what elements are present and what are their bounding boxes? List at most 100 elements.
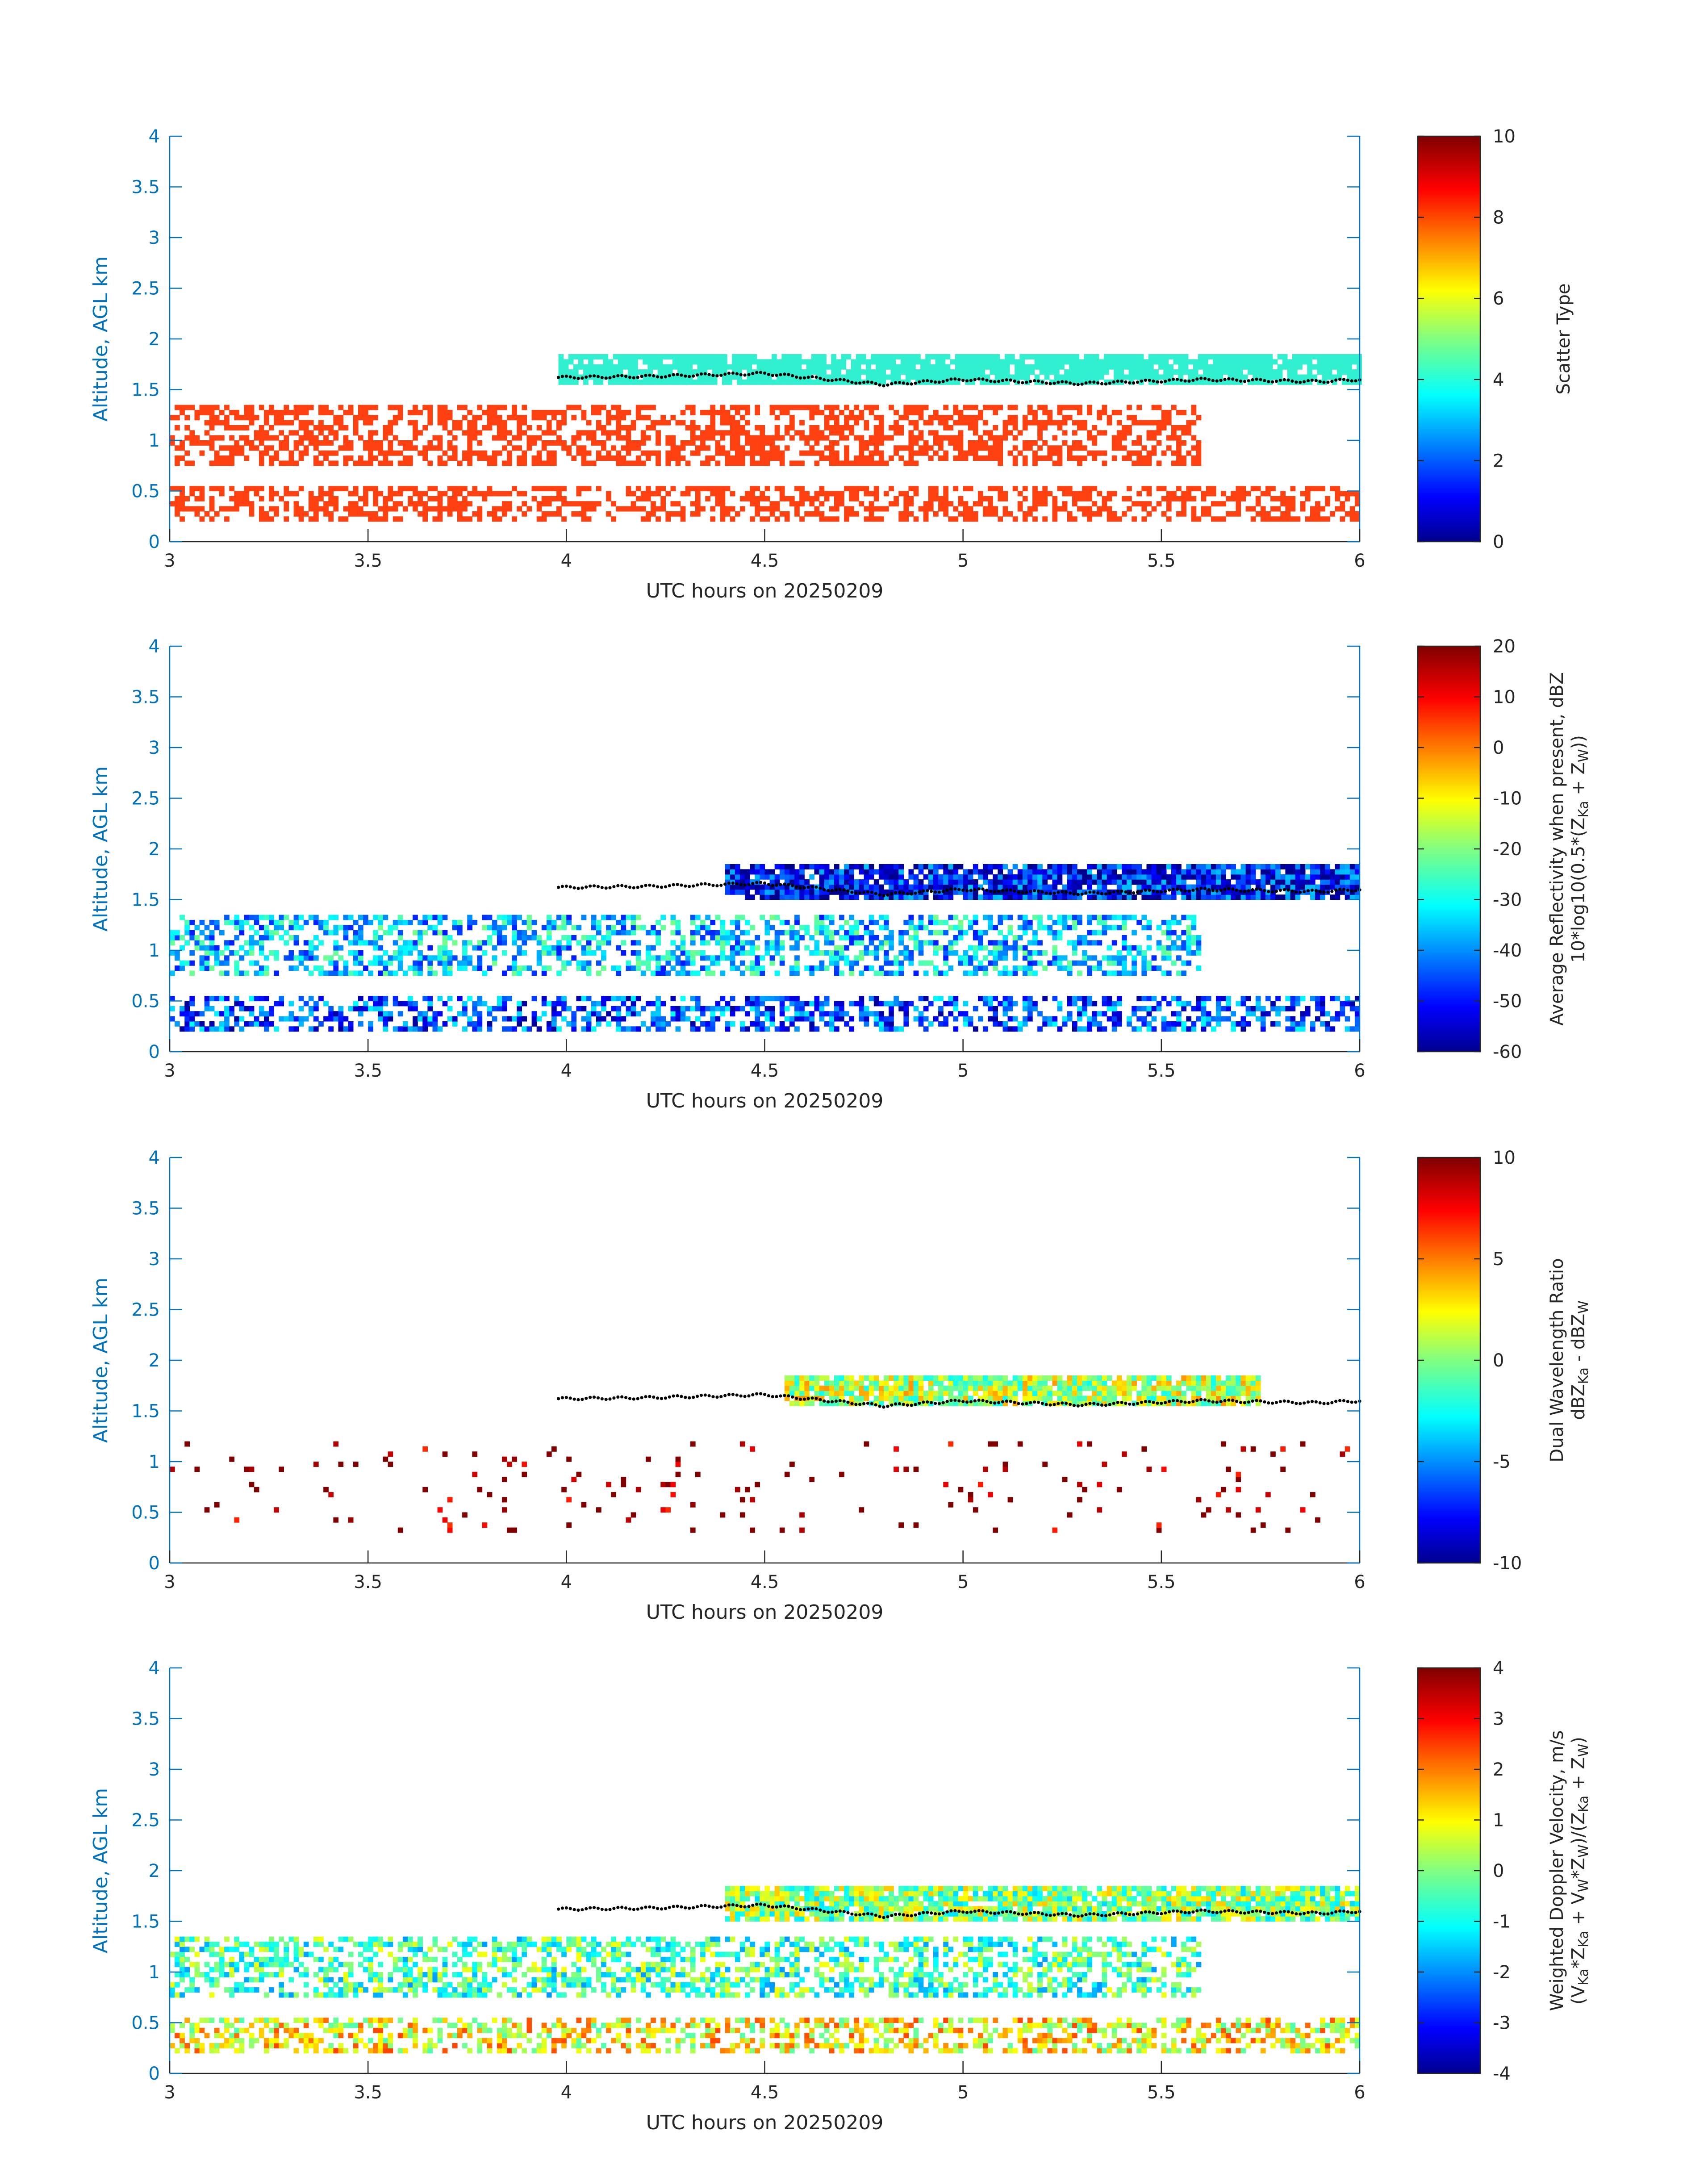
data-cell [566,940,572,946]
data-cell [343,1026,349,1032]
data-cell [621,445,626,451]
data-cell [994,359,1000,365]
data-cell [710,960,716,966]
data-cell [418,491,423,497]
data-cell [224,945,230,951]
data-cell [769,940,775,946]
cloud-top-dot [1199,376,1203,380]
data-cell [933,1016,939,1022]
data-cell [913,945,919,951]
data-cell [432,955,438,961]
data-cell [437,996,443,1002]
data-cell [284,930,289,936]
data-cell [755,1001,760,1007]
data-cell [1191,516,1197,522]
cloud-top-dot [1306,379,1310,383]
data-cell [224,940,230,946]
data-cell [422,955,428,961]
data-cell [442,940,448,946]
data-cell [670,445,676,451]
data-cell [794,965,800,971]
data-cell [859,955,864,961]
data-cell [536,950,542,956]
data-cell [690,955,696,961]
data-cell [586,996,592,1002]
data-cell [799,935,805,940]
data-cell [507,506,512,512]
data-cell [1010,359,1015,365]
data-cell [264,955,269,961]
data-cell [740,430,745,436]
data-cell [626,960,631,966]
data-cell [536,960,542,966]
data-cell [1019,359,1025,365]
data-cell [913,460,919,466]
data-cell [1253,359,1258,365]
data-cell [209,516,215,522]
data-cell [1173,359,1179,365]
data-cell [517,1016,522,1022]
data-cell [452,425,458,430]
data-cell [1255,496,1261,501]
data-cell [730,945,735,951]
data-cell [1166,445,1172,451]
data-cell [983,430,988,436]
data-cell [1074,374,1080,380]
data-cell [1327,374,1332,380]
data-cell [224,516,230,522]
data-cell [313,511,319,517]
data-cell [789,405,795,410]
data-cell [988,435,993,441]
data-cell [467,1016,472,1022]
cloud-top-dot [1342,378,1346,381]
data-cell [284,1016,289,1022]
data-cell [457,491,463,497]
data-cell [626,930,631,936]
data-cell [1325,1021,1330,1027]
data-cell [963,450,969,456]
data-cell [1092,1011,1098,1017]
data-cell [735,919,740,925]
data-cell [1260,516,1266,522]
data-cell [1163,369,1169,375]
data-cell [1054,369,1060,375]
data-cell [851,364,856,370]
data-cell [1193,364,1199,370]
data-cell [864,425,869,430]
data-cell [878,945,884,951]
data-cell [869,919,874,925]
data-cell [566,945,572,951]
data-cell [189,970,195,976]
data-cell [1122,425,1127,430]
data-cell [1196,440,1202,446]
data-cell [373,486,378,492]
data-cell [328,970,334,976]
cloud-top-dot [1033,379,1036,383]
data-cell [1032,440,1038,446]
data-cell [199,491,205,497]
data-cell [1072,440,1077,446]
data-cell [913,450,919,456]
data-cell [854,511,860,517]
data-cell [613,374,618,380]
data-cell [606,420,611,426]
data-cell [712,359,718,365]
data-cell [175,455,180,461]
data-cell [1345,996,1350,1002]
data-cell [1201,1021,1207,1027]
data-cell [239,970,245,976]
data-cell [1310,996,1315,1002]
cloud-top-dot [993,380,997,384]
data-cell [432,1021,438,1027]
cloud-top-dot [1148,379,1151,382]
data-cell [601,935,606,940]
cloud-top-dot [1354,379,1357,383]
data-cell [581,1016,587,1022]
data-cell [546,915,552,920]
data-cell [672,379,678,385]
data-cell [526,506,532,512]
data-cell [1146,486,1152,492]
data-cell [745,1026,750,1032]
cloud-top-dot [1322,380,1326,384]
data-cell [690,430,696,436]
